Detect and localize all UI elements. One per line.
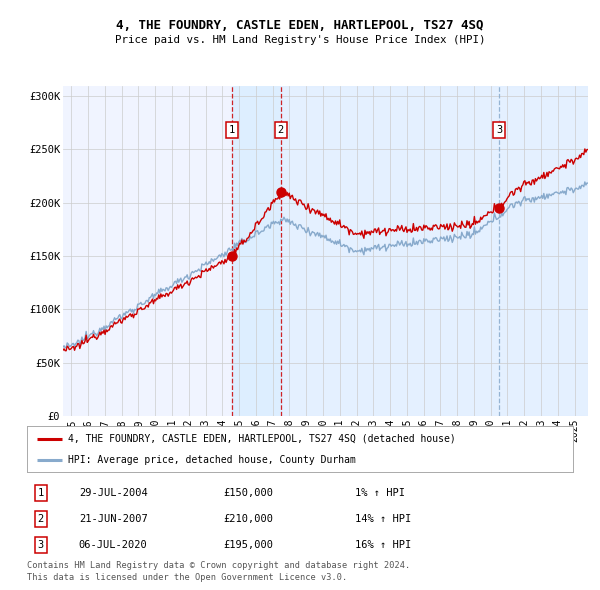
- Text: Contains HM Land Registry data © Crown copyright and database right 2024.: Contains HM Land Registry data © Crown c…: [27, 560, 410, 569]
- Text: 4, THE FOUNDRY, CASTLE EDEN, HARTLEPOOL, TS27 4SQ: 4, THE FOUNDRY, CASTLE EDEN, HARTLEPOOL,…: [116, 19, 484, 32]
- Text: £210,000: £210,000: [224, 514, 274, 524]
- Text: 1: 1: [38, 488, 44, 498]
- Text: This data is licensed under the Open Government Licence v3.0.: This data is licensed under the Open Gov…: [27, 573, 347, 582]
- Text: 2: 2: [277, 125, 284, 135]
- Text: 4, THE FOUNDRY, CASTLE EDEN, HARTLEPOOL, TS27 4SQ (detached house): 4, THE FOUNDRY, CASTLE EDEN, HARTLEPOOL,…: [68, 434, 456, 444]
- Text: 1% ↑ HPI: 1% ↑ HPI: [355, 488, 404, 498]
- Text: 21-JUN-2007: 21-JUN-2007: [79, 514, 148, 524]
- Text: 3: 3: [496, 125, 502, 135]
- Bar: [281, 86, 588, 416]
- Text: £195,000: £195,000: [224, 540, 274, 550]
- Text: 2: 2: [38, 514, 44, 524]
- Bar: [232, 86, 281, 416]
- Text: 14% ↑ HPI: 14% ↑ HPI: [355, 514, 411, 524]
- Text: 29-JUL-2004: 29-JUL-2004: [79, 488, 148, 498]
- Text: £150,000: £150,000: [224, 488, 274, 498]
- Text: Price paid vs. HM Land Registry's House Price Index (HPI): Price paid vs. HM Land Registry's House …: [115, 35, 485, 45]
- Text: 3: 3: [38, 540, 44, 550]
- Text: 1: 1: [229, 125, 235, 135]
- Text: 16% ↑ HPI: 16% ↑ HPI: [355, 540, 411, 550]
- Text: 06-JUL-2020: 06-JUL-2020: [79, 540, 148, 550]
- Text: HPI: Average price, detached house, County Durham: HPI: Average price, detached house, Coun…: [68, 455, 356, 466]
